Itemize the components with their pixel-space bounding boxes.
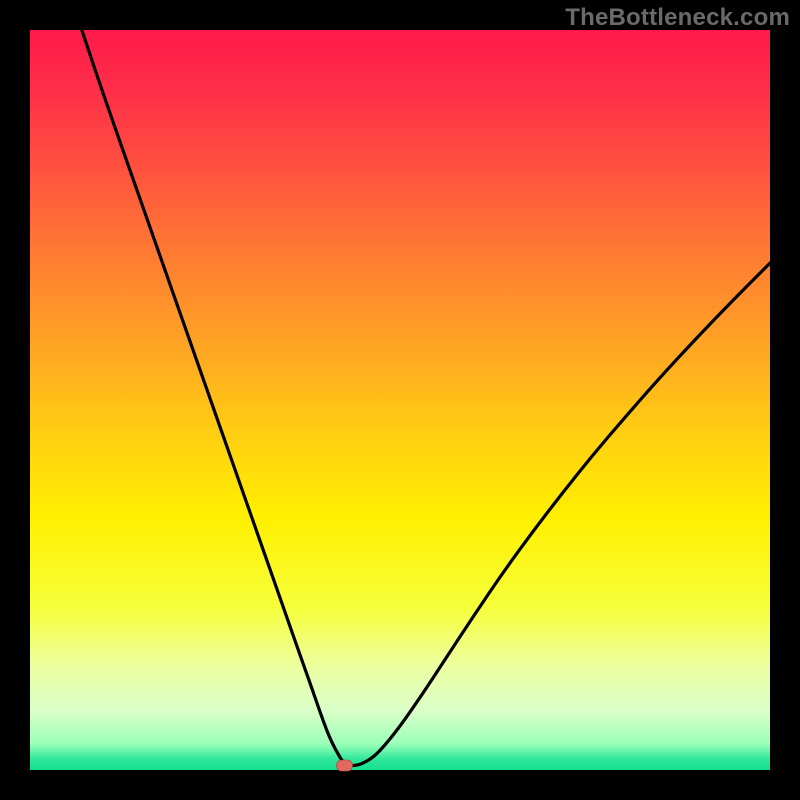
chart-container: TheBottleneck.com	[0, 0, 800, 800]
bottleneck-curve-chart	[0, 0, 800, 800]
plot-gradient-background	[30, 30, 770, 770]
optimal-point-marker	[337, 760, 353, 771]
watermark-text: TheBottleneck.com	[565, 4, 790, 32]
